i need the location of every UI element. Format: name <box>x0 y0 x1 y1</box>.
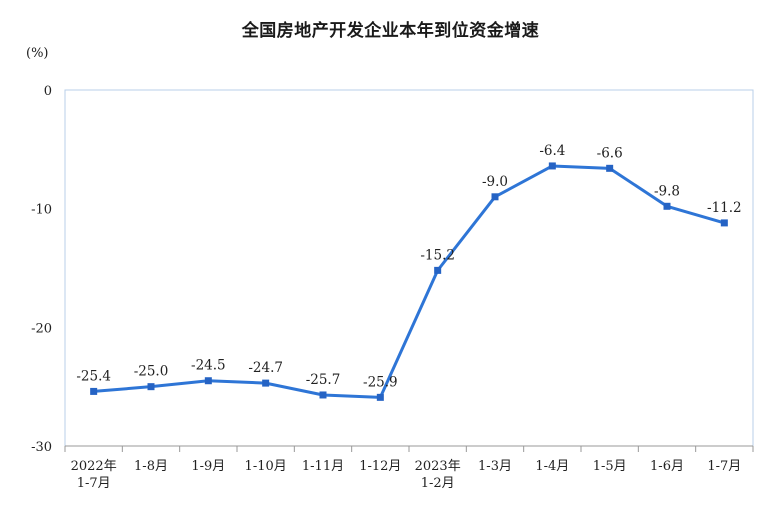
data-point-marker <box>606 164 614 172</box>
x-tick-label-line: 1-12月 <box>359 459 401 474</box>
y-tick-label: -10 <box>31 203 52 218</box>
x-tick-label: 1-5月 <box>593 459 627 474</box>
data-label: -25.7 <box>306 372 341 388</box>
data-label: -24.7 <box>248 360 283 376</box>
x-tick-label: 1-9月 <box>191 459 225 474</box>
x-tick-label: 1-12月 <box>359 459 401 474</box>
y-tick-label: 0 <box>44 84 52 99</box>
data-label: -6.4 <box>539 143 565 159</box>
x-tick-label: 1-11月 <box>302 459 344 474</box>
x-tick-label-line: 1-6月 <box>650 459 684 474</box>
data-point-marker <box>548 162 556 170</box>
data-point-marker <box>720 219 728 227</box>
x-tick-label-line: 1-3月 <box>478 459 512 474</box>
x-tick-label: 2023年 1-2月 <box>415 459 461 491</box>
data-label: -11.2 <box>707 200 742 216</box>
data-point-marker <box>663 202 671 210</box>
series-line <box>92 164 726 399</box>
x-tick-label-line: 1-7月 <box>707 459 741 474</box>
x-tick-label-line: 2023年 <box>415 459 461 474</box>
data-label: -9.0 <box>482 174 508 190</box>
x-tick-label-line: 1-9月 <box>191 459 225 474</box>
x-tick-label-line: 1-2月 <box>421 476 455 491</box>
data-label: -25.4 <box>76 368 111 384</box>
data-point-marker <box>491 193 499 201</box>
y-tick-label: -30 <box>31 440 52 455</box>
x-tick-label-line: 1-8月 <box>134 459 168 474</box>
data-point-marker <box>204 377 212 385</box>
x-tick-label: 1-6月 <box>650 459 684 474</box>
data-point-marker <box>262 379 270 387</box>
x-tick-label-line: 1-10月 <box>245 459 287 474</box>
x-tick-label: 1-10月 <box>245 459 287 474</box>
data-label: -9.8 <box>654 183 680 199</box>
data-point-marker <box>376 393 384 401</box>
y-axis-unit: (%) <box>26 46 49 61</box>
plot-frame <box>64 89 754 447</box>
data-point-marker <box>319 391 327 399</box>
data-point-marker <box>90 387 98 395</box>
x-tick-label-line: 1-11月 <box>302 459 344 474</box>
x-tick-label-line: 1-7月 <box>77 476 111 491</box>
data-label: -24.5 <box>191 358 226 374</box>
data-point-marker <box>147 383 155 391</box>
x-tick-label: 1-8月 <box>134 459 168 474</box>
data-label: -6.6 <box>597 145 623 161</box>
x-tick-label: 1-3月 <box>478 459 512 474</box>
x-tick-label-line: 2022年 <box>71 459 117 474</box>
x-tick-label-line: 1-5月 <box>593 459 627 474</box>
x-tick-label-line: 1-4月 <box>535 459 569 474</box>
data-label: -25.9 <box>363 374 398 390</box>
y-tick-label: -20 <box>31 321 52 336</box>
data-label: -25.0 <box>134 364 169 380</box>
x-tick-label: 2022年 1-7月 <box>71 459 117 491</box>
x-tick-label: 1-7月 <box>707 459 741 474</box>
data-label: -15.2 <box>420 247 455 263</box>
chart-title: 全国房地产开发企业本年到位资金增速 <box>241 21 540 41</box>
data-point-marker <box>434 266 442 274</box>
x-tick-label: 1-4月 <box>535 459 569 474</box>
